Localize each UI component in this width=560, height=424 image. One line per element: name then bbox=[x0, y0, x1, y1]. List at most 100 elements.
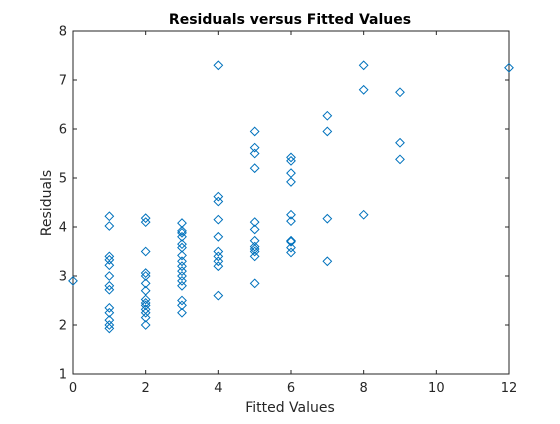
data-point bbox=[358, 60, 369, 71]
data-point bbox=[249, 142, 260, 153]
data-point bbox=[286, 236, 296, 247]
data-point bbox=[177, 250, 187, 261]
data-point bbox=[213, 214, 224, 225]
data-point bbox=[140, 294, 151, 305]
data-point bbox=[104, 307, 115, 318]
data-point bbox=[286, 235, 296, 246]
x-tick-label: 2 bbox=[142, 381, 150, 396]
data-point bbox=[140, 304, 151, 315]
data-point bbox=[286, 242, 296, 253]
data-point bbox=[286, 247, 296, 258]
data-point bbox=[249, 163, 260, 174]
y-tick-label: 7 bbox=[59, 74, 67, 89]
data-point bbox=[140, 285, 151, 296]
data-point bbox=[104, 302, 115, 313]
data-point bbox=[213, 290, 224, 301]
y-axis-label: Residuals bbox=[39, 170, 55, 236]
data-point bbox=[104, 251, 115, 262]
data-point bbox=[358, 84, 369, 95]
data-point bbox=[140, 278, 151, 289]
data-point bbox=[177, 226, 187, 236]
data-point bbox=[213, 251, 224, 262]
data-point bbox=[177, 295, 187, 306]
data-point bbox=[358, 209, 369, 220]
data-point bbox=[213, 191, 224, 202]
y-tick-label: 3 bbox=[59, 270, 67, 285]
data-point bbox=[140, 312, 151, 323]
data-point bbox=[140, 268, 151, 278]
data-point bbox=[140, 217, 151, 228]
data-point bbox=[249, 278, 260, 289]
plot-area-frame bbox=[72, 30, 510, 375]
data-point bbox=[104, 320, 115, 330]
data-point bbox=[286, 216, 296, 227]
x-tick-label: 0 bbox=[69, 381, 77, 396]
data-point bbox=[322, 126, 333, 137]
data-point bbox=[286, 152, 296, 163]
data-point bbox=[249, 241, 260, 252]
data-points bbox=[68, 60, 514, 334]
y-tick-label: 1 bbox=[59, 368, 67, 383]
data-point bbox=[286, 209, 296, 220]
data-point bbox=[140, 320, 151, 330]
y-tick-label: 4 bbox=[59, 221, 67, 236]
data-point bbox=[286, 168, 296, 179]
data-point bbox=[68, 275, 78, 286]
data-point bbox=[213, 231, 224, 242]
data-point bbox=[249, 148, 260, 159]
x-tick-label: 4 bbox=[214, 381, 222, 396]
data-point bbox=[322, 256, 333, 267]
data-point bbox=[104, 323, 115, 334]
data-point bbox=[249, 235, 260, 246]
data-point bbox=[249, 217, 260, 228]
data-point bbox=[177, 307, 187, 318]
data-point bbox=[213, 256, 224, 267]
data-point bbox=[249, 224, 260, 235]
data-point bbox=[104, 284, 115, 295]
data-point bbox=[322, 110, 333, 121]
data-point bbox=[213, 60, 224, 71]
data-point bbox=[286, 177, 296, 187]
data-point bbox=[104, 315, 115, 326]
data-point bbox=[177, 218, 187, 228]
y-tick-label: 8 bbox=[59, 25, 67, 40]
data-point bbox=[177, 256, 187, 267]
y-tick-label: 2 bbox=[59, 319, 67, 334]
data-point bbox=[249, 251, 260, 262]
data-point bbox=[395, 154, 405, 165]
data-point bbox=[140, 213, 151, 224]
data-point bbox=[177, 300, 187, 311]
data-point bbox=[177, 275, 187, 286]
x-tick-label: 10 bbox=[428, 381, 445, 396]
data-point bbox=[177, 280, 187, 291]
data-point bbox=[104, 271, 115, 281]
chart-title: Residuals versus Fitted Values bbox=[169, 12, 411, 28]
x-tick-label: 6 bbox=[287, 381, 295, 396]
data-point bbox=[177, 239, 187, 250]
y-tick-label: 5 bbox=[59, 172, 67, 187]
data-point bbox=[213, 261, 224, 272]
data-point bbox=[249, 126, 260, 137]
data-point bbox=[140, 298, 151, 308]
data-point bbox=[104, 260, 115, 271]
data-point bbox=[286, 155, 296, 166]
y-tick-label: 6 bbox=[59, 123, 67, 138]
data-point bbox=[177, 271, 187, 281]
x-axis-label: Fitted Values bbox=[245, 400, 335, 416]
data-point bbox=[177, 266, 187, 277]
data-point bbox=[104, 221, 115, 231]
data-point bbox=[213, 196, 224, 207]
data-point bbox=[322, 213, 333, 224]
data-point bbox=[213, 246, 224, 257]
x-tick-label: 12 bbox=[501, 381, 518, 396]
data-point bbox=[104, 254, 115, 265]
x-tick-label: 8 bbox=[360, 381, 368, 396]
data-point bbox=[177, 261, 187, 272]
data-point bbox=[395, 87, 405, 98]
data-point bbox=[504, 62, 514, 73]
data-point bbox=[104, 211, 115, 222]
data-point bbox=[177, 227, 187, 238]
